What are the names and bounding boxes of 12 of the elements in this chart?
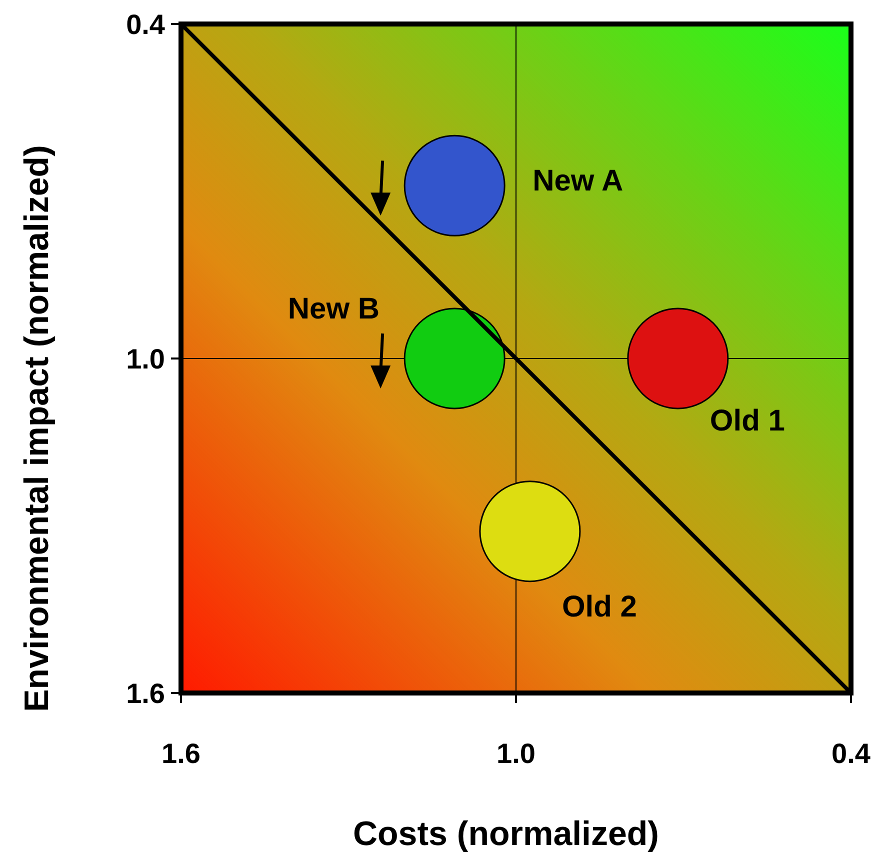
x-tick-label: 1.6 xyxy=(162,738,200,769)
series-label: Old 1 xyxy=(710,404,785,438)
x-axis-title: Costs (normalized) xyxy=(352,815,660,853)
series-label: Old 2 xyxy=(562,590,637,624)
x-tick-label: 1.0 xyxy=(496,738,536,769)
series-label: New B xyxy=(288,292,380,326)
y-tick-label: 0.4 xyxy=(126,8,166,40)
series-label: New A xyxy=(532,164,624,198)
y-tick-label: 1.0 xyxy=(126,343,165,374)
x-tick-label: 0.4 xyxy=(832,738,871,769)
y-axis-title: Environmental impact (normalized) xyxy=(18,145,56,712)
y-tick-label: 1.6 xyxy=(126,678,165,709)
